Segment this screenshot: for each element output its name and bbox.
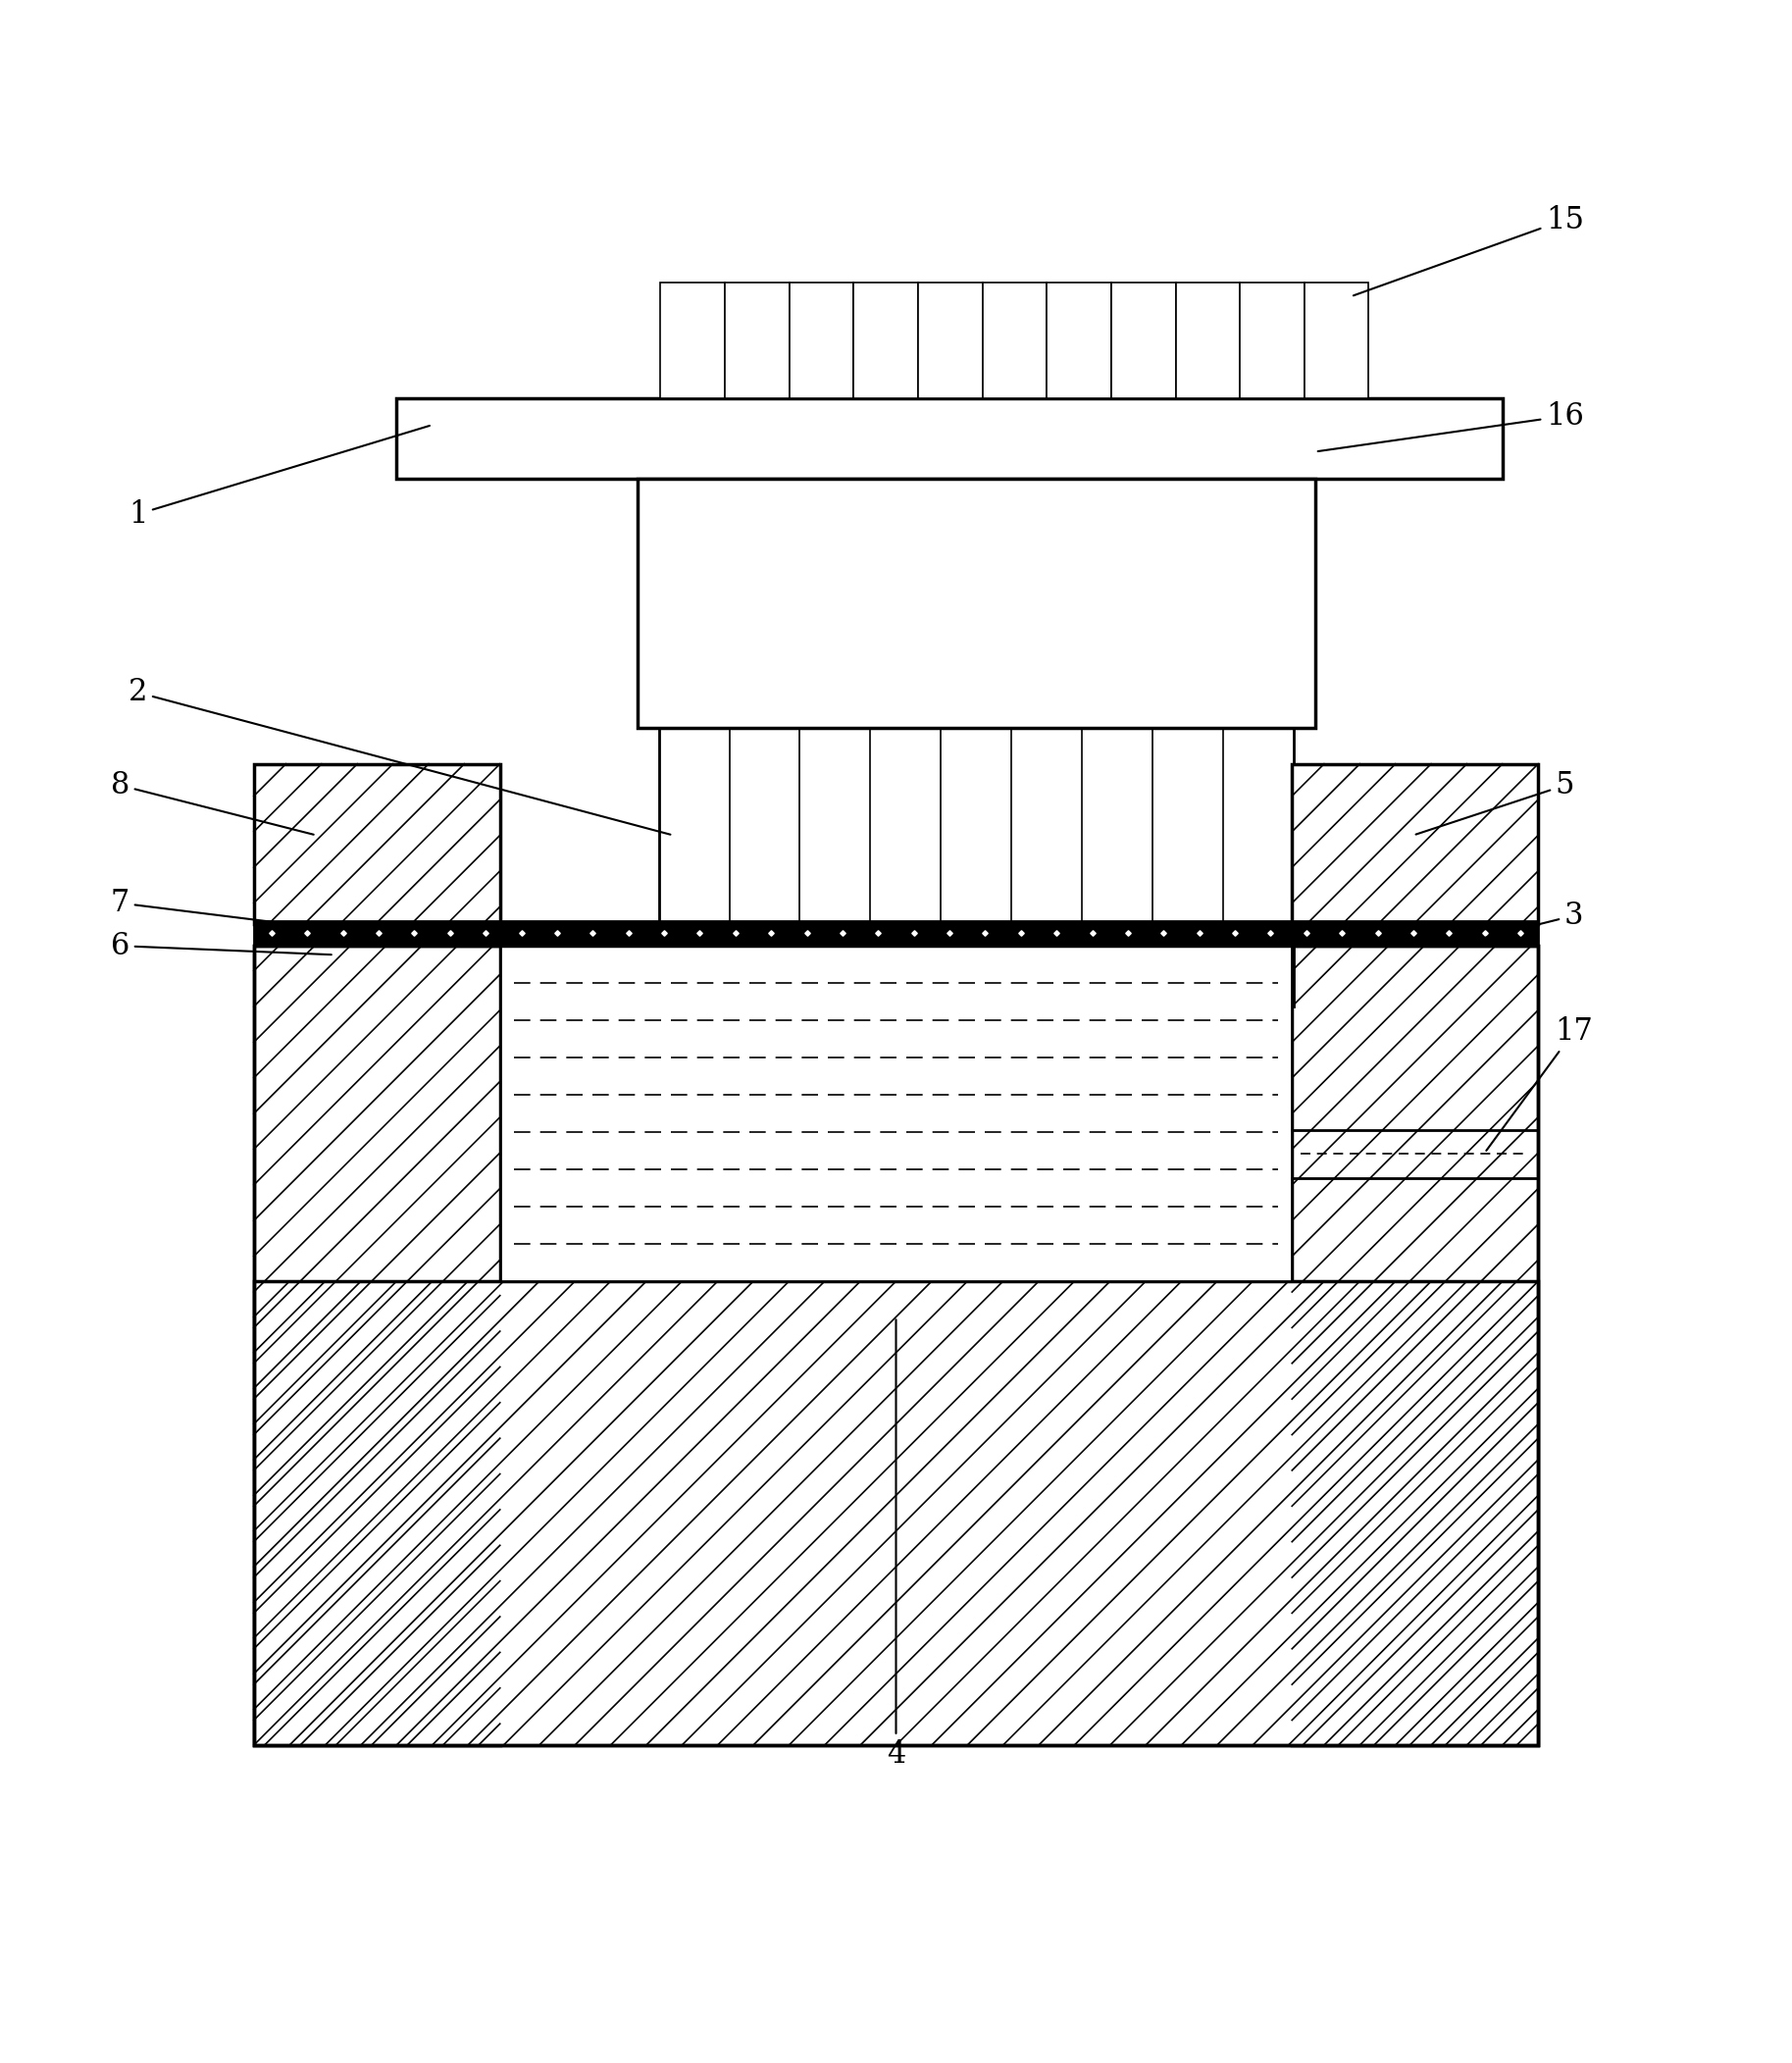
Bar bbox=[726, 283, 788, 398]
Bar bbox=[254, 920, 1538, 945]
Bar bbox=[661, 283, 726, 398]
Bar bbox=[254, 1281, 1538, 1745]
Text: 4: 4 bbox=[887, 1320, 905, 1770]
Text: 15: 15 bbox=[1353, 204, 1584, 295]
Text: 8: 8 bbox=[111, 769, 314, 836]
Text: 7: 7 bbox=[111, 887, 319, 928]
Text: 2: 2 bbox=[129, 677, 670, 836]
Text: 1: 1 bbox=[129, 425, 430, 530]
Bar bbox=[254, 945, 1538, 1745]
Bar bbox=[638, 479, 1315, 728]
Text: 5: 5 bbox=[1416, 769, 1575, 833]
Bar bbox=[1292, 945, 1538, 1745]
Bar bbox=[918, 283, 982, 398]
Bar bbox=[1292, 763, 1538, 924]
Bar bbox=[396, 398, 1502, 479]
Bar bbox=[254, 945, 500, 1745]
Text: 16: 16 bbox=[1317, 400, 1584, 452]
Bar bbox=[1111, 283, 1176, 398]
Bar bbox=[1240, 283, 1305, 398]
Bar bbox=[1047, 283, 1111, 398]
Bar bbox=[982, 283, 1047, 398]
Bar bbox=[500, 945, 1292, 1281]
Bar bbox=[788, 283, 853, 398]
Text: 3: 3 bbox=[1469, 899, 1584, 941]
Bar bbox=[1176, 283, 1240, 398]
Bar bbox=[254, 763, 500, 924]
Text: 6: 6 bbox=[111, 930, 332, 961]
Bar bbox=[853, 283, 918, 398]
Bar bbox=[1305, 283, 1369, 398]
Bar bbox=[659, 728, 1294, 1036]
Text: 17: 17 bbox=[1486, 1017, 1593, 1151]
